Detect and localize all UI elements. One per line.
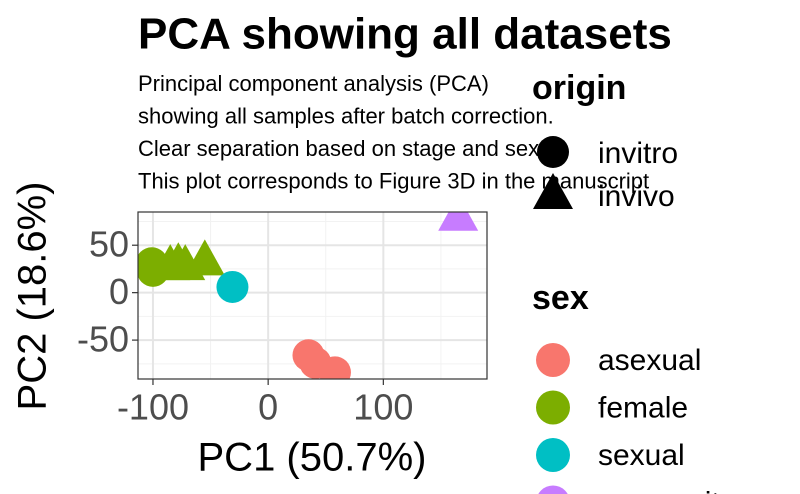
y-tick-label: 0: [109, 271, 129, 312]
point: [216, 270, 249, 303]
panel-border: [137, 211, 488, 380]
x-tick-label: 100: [353, 387, 413, 428]
legend-label: sexual: [598, 439, 685, 472]
legend-label: invivo: [598, 180, 675, 213]
x-axis-title: PC1 (50.7%): [198, 436, 427, 480]
legend-label: female: [598, 391, 688, 424]
point: [184, 239, 225, 276]
legend-label: asexual: [598, 344, 701, 377]
legend-key: [536, 438, 570, 472]
y-axis-title: PC2 (18.6%): [11, 182, 55, 411]
subtitle-line: Principal component analysis (PCA): [138, 71, 489, 96]
x-tick-label: 0: [258, 387, 278, 428]
legend-title: origin: [532, 69, 626, 107]
y-tick-label: -50: [77, 319, 129, 360]
legend-label: sporozoite: [598, 486, 736, 494]
point: [318, 356, 351, 379]
legend-title: sex: [532, 279, 589, 317]
subtitle-line: Clear separation based on stage and sex.: [138, 136, 545, 161]
x-tick-label: -100: [117, 387, 189, 428]
subtitle-line: This plot corresponds to Figure 3D in th…: [138, 168, 649, 193]
legend-key: [536, 343, 570, 377]
chart-title: PCA showing all datasets: [138, 10, 672, 59]
legend-key: [538, 485, 568, 494]
subtitle-line: showing all samples after batch correcti…: [138, 103, 554, 128]
legend-key: [536, 390, 570, 425]
y-tick-label: 50: [89, 224, 129, 265]
point: [438, 212, 479, 231]
legend-key: [533, 173, 573, 209]
legend-label: invitro: [598, 137, 678, 170]
legend-key: [537, 136, 569, 168]
